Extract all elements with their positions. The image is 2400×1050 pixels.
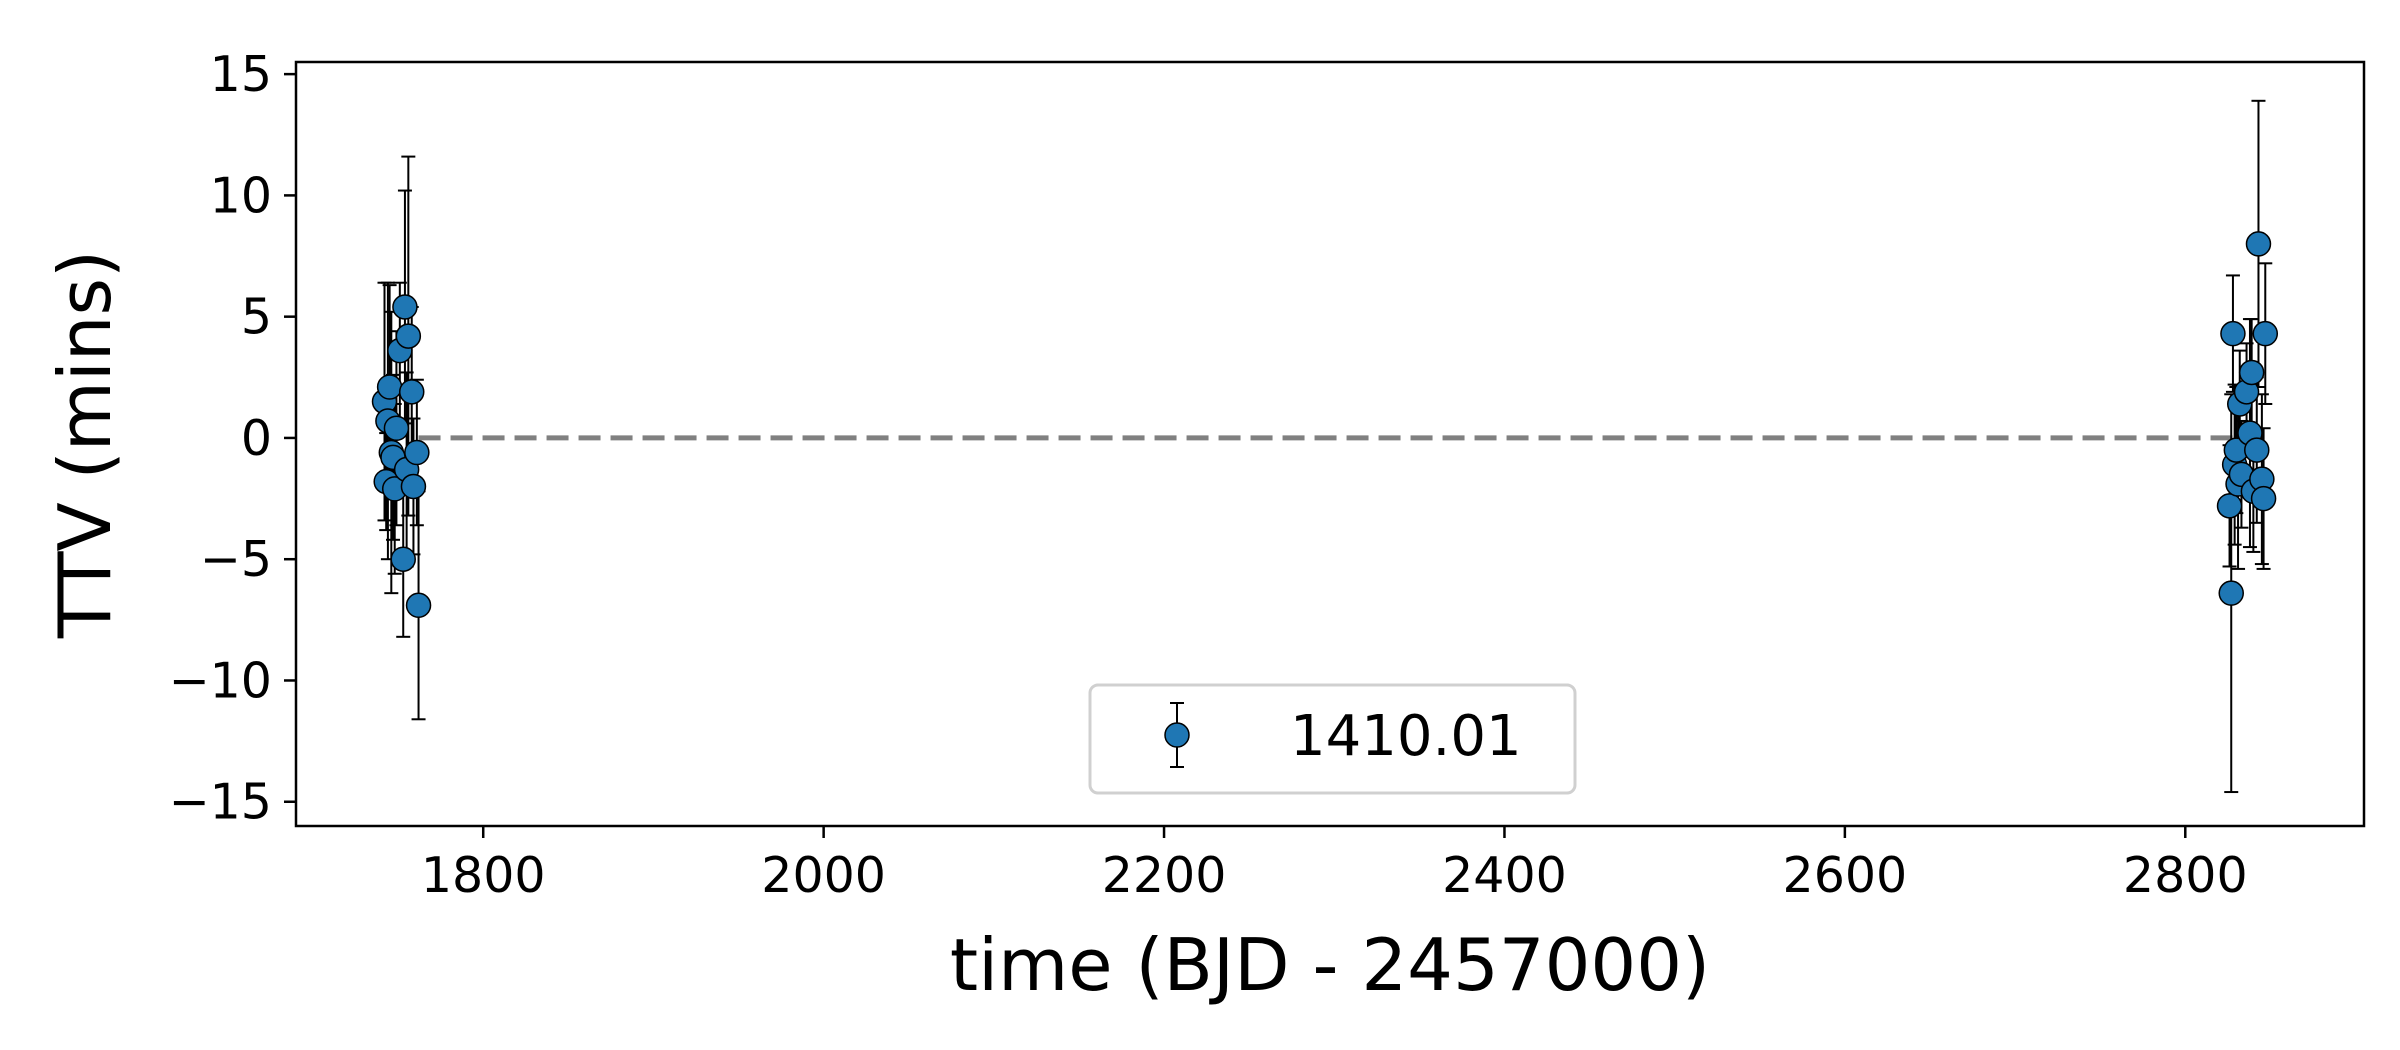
data-point — [383, 415, 410, 441]
data-point — [400, 473, 427, 500]
data-point — [376, 374, 403, 400]
data-point — [405, 592, 432, 619]
data-point — [2220, 320, 2246, 347]
legend-box — [1088, 683, 1577, 795]
y-tick-label: −10 — [169, 652, 272, 709]
x-tick-label: 2400 — [1442, 847, 1567, 904]
y-tick-label: 10 — [210, 167, 272, 224]
x-tick-label: 2000 — [761, 847, 886, 904]
data-point — [398, 379, 425, 405]
x-tick-label: 2800 — [2123, 847, 2248, 904]
legend-marker-icon — [1164, 702, 1190, 768]
y-tick-label: 5 — [241, 289, 272, 346]
data-point — [395, 323, 422, 349]
data-point — [2238, 359, 2265, 386]
x-tick-label: 2200 — [1102, 847, 1227, 904]
y-axis-label: TTV (mins) — [43, 250, 127, 639]
data-point — [2252, 320, 2279, 347]
data-point — [2218, 580, 2244, 606]
y-tick-label: −15 — [169, 774, 272, 831]
x-tick-label: 2600 — [1783, 847, 1908, 904]
data-point — [404, 439, 430, 466]
x-tick-label: 1800 — [421, 847, 546, 904]
y-tick-label: −5 — [200, 531, 272, 588]
axes-ticks: 1800 2000 2200 2400 2600 2800 15 10 5 0 −5 −10 −15 — [169, 46, 2248, 904]
data-point — [392, 294, 418, 320]
axes-frame — [294, 60, 2366, 828]
data-point — [2250, 485, 2277, 512]
data-point — [2244, 437, 2270, 463]
data-point — [390, 546, 416, 572]
plot-area — [371, 99, 2279, 794]
data-point — [2245, 231, 2272, 257]
y-tick-label: 15 — [210, 46, 272, 103]
data-point — [2216, 493, 2243, 519]
x-axis-label: time (BJD - 2457000) — [950, 923, 1710, 1007]
legend: 1410.01 — [1088, 683, 1577, 795]
y-tick-label: 0 — [241, 410, 272, 467]
legend-entry-label: 1410.01 — [1290, 704, 1522, 769]
